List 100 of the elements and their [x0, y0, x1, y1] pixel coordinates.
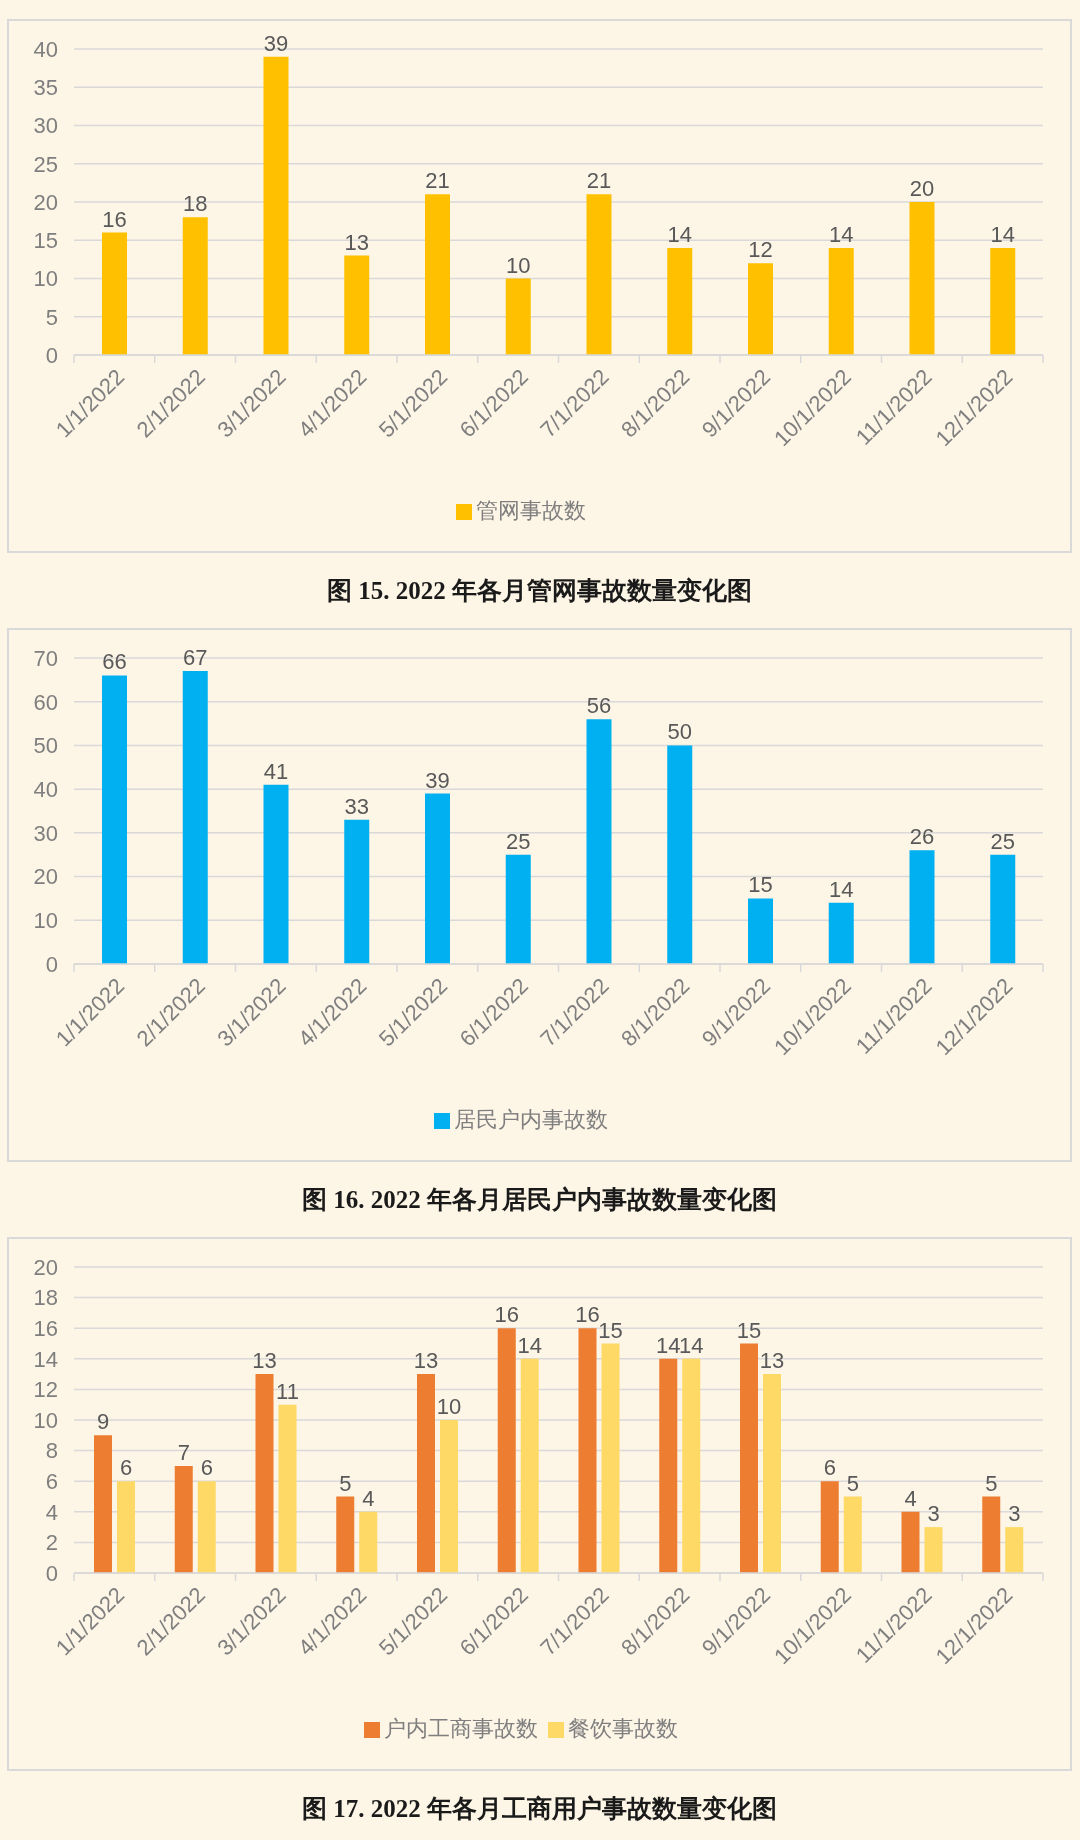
data-label: 15	[748, 872, 773, 898]
bar	[1005, 1527, 1024, 1573]
bar	[601, 1343, 620, 1573]
bar	[117, 1481, 135, 1573]
data-label: 33	[344, 793, 369, 819]
y-tick-label: 20	[33, 1254, 58, 1280]
data-label: 66	[102, 649, 127, 675]
data-label: 13	[344, 229, 369, 255]
data-label: 14	[517, 1332, 542, 1358]
bar	[740, 1343, 758, 1573]
data-label: 6	[200, 1455, 213, 1481]
bar	[586, 719, 612, 964]
bar	[578, 1328, 597, 1573]
bar	[982, 1496, 1001, 1573]
bar	[763, 1374, 781, 1573]
data-label: 3	[1008, 1501, 1021, 1527]
bar	[659, 1358, 678, 1573]
data-label: 39	[425, 767, 450, 793]
y-tick-label: 35	[33, 75, 58, 101]
legend-label: 户内工商事故数	[384, 1716, 538, 1741]
y-tick-label: 15	[33, 228, 58, 254]
bar	[990, 247, 1016, 355]
bar	[497, 1328, 516, 1573]
data-label: 4	[362, 1485, 375, 1511]
data-label: 13	[759, 1348, 785, 1374]
bar	[174, 1465, 193, 1573]
bar	[417, 1374, 435, 1573]
data-label: 67	[183, 645, 208, 671]
data-label: 26	[909, 824, 935, 850]
legend-label: 餐饮事故数	[568, 1716, 678, 1741]
data-label: 15	[598, 1317, 623, 1343]
data-label: 16	[494, 1302, 519, 1328]
legend-label: 居民户内事故数	[454, 1107, 608, 1132]
y-tick-label: 5	[45, 304, 58, 330]
bar	[505, 854, 531, 964]
data-label: 39	[263, 30, 289, 56]
bar	[748, 898, 773, 964]
data-label: 14	[829, 221, 854, 247]
y-tick-label: 20	[33, 189, 58, 215]
bar	[748, 263, 773, 355]
y-tick-label: 0	[45, 1560, 58, 1586]
data-label: 13	[252, 1348, 277, 1374]
data-label: 50	[667, 719, 692, 745]
data-label: 41	[263, 758, 289, 784]
y-tick-label: 0	[45, 951, 58, 977]
bar	[828, 247, 854, 355]
y-tick-label: 14	[33, 1346, 58, 1372]
bar	[667, 247, 693, 355]
bar	[278, 1404, 297, 1573]
data-label: 6	[119, 1455, 133, 1481]
data-label: 5	[985, 1470, 998, 1496]
y-tick-label: 2	[45, 1530, 58, 1556]
data-label: 6	[823, 1455, 836, 1481]
y-tick-label: 8	[45, 1438, 58, 1464]
data-label: 5	[846, 1470, 859, 1496]
data-label: 10	[436, 1394, 462, 1419]
bar	[440, 1420, 458, 1573]
bar	[909, 850, 935, 964]
y-tick-label: 10	[33, 266, 58, 292]
bar	[359, 1511, 378, 1573]
y-tick-label: 60	[33, 689, 58, 715]
data-label: 15	[736, 1317, 762, 1343]
data-label: 56	[586, 693, 612, 719]
y-tick-label: 70	[33, 645, 58, 671]
bar	[94, 1435, 112, 1573]
bar	[102, 232, 127, 355]
y-tick-label: 30	[33, 113, 58, 139]
data-label: 25	[506, 828, 531, 854]
bar	[425, 194, 450, 355]
caption: 图 15. 2022 年各月管网事故数量变化图	[326, 576, 753, 606]
bar	[586, 194, 612, 355]
data-label: 16	[575, 1302, 600, 1328]
y-tick-label: 10	[33, 908, 58, 934]
bar	[255, 1374, 274, 1573]
bar	[336, 1496, 355, 1573]
bar	[263, 784, 289, 964]
data-label: 14	[679, 1332, 704, 1358]
y-tick-label: 10	[33, 1407, 58, 1433]
y-tick-label: 25	[33, 151, 58, 177]
data-label: 5	[339, 1470, 352, 1496]
data-label: 25	[990, 828, 1015, 854]
y-tick-label: 6	[45, 1469, 58, 1495]
y-tick-label: 40	[33, 776, 58, 802]
bar	[263, 56, 289, 355]
y-tick-label: 4	[45, 1499, 58, 1525]
data-label: 20	[909, 176, 935, 201]
bar	[182, 671, 208, 964]
bar	[909, 202, 935, 355]
data-label: 18	[183, 191, 208, 217]
bar	[344, 255, 370, 355]
bar	[682, 1358, 701, 1573]
y-tick-label: 50	[33, 733, 58, 759]
data-label: 9	[96, 1409, 110, 1435]
data-label: 21	[586, 168, 612, 194]
y-tick-label: 40	[33, 36, 58, 62]
data-label: 14	[829, 876, 854, 902]
bar	[182, 217, 208, 355]
bar	[990, 854, 1016, 964]
data-label: 4	[904, 1485, 917, 1511]
y-tick-label: 30	[33, 820, 58, 846]
